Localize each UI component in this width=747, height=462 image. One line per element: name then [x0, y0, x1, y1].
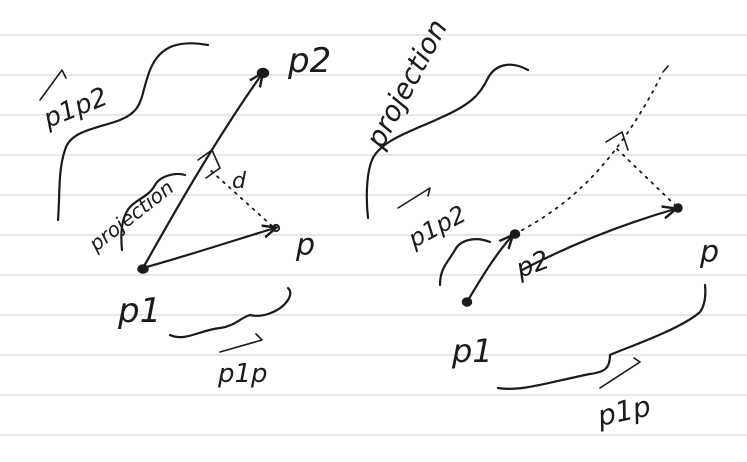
left-overarrow-p1p — [219, 333, 263, 353]
left-label-p1: p1 — [117, 291, 161, 331]
right-label-p1: p1 — [451, 332, 493, 370]
left-vector-p1p2-line — [141, 74, 262, 270]
left-point-p1 — [137, 264, 149, 274]
right-label-p2: p2 — [511, 245, 553, 285]
left-label-p: p — [295, 228, 315, 263]
right-diagram: projection p1 p2 p p1p2 p1p — [359, 14, 719, 433]
left-brace-p1p — [168, 286, 292, 339]
left-brace-p1p2 — [56, 42, 210, 222]
left-label-projection: projection — [84, 175, 179, 256]
right-label-p1p2: p1p2 — [403, 200, 471, 254]
right-extension-line — [514, 77, 661, 235]
right-point-p1 — [461, 297, 473, 307]
right-brace-projection — [365, 63, 530, 220]
left-perpendicular-line — [207, 167, 273, 227]
left-point-p2 — [256, 67, 270, 79]
right-end-tick — [662, 65, 669, 73]
left-brace-projection — [120, 172, 187, 252]
right-point-p — [673, 203, 683, 213]
right-right-angle-marker — [605, 131, 629, 151]
right-point-p2 — [509, 229, 521, 239]
left-label-p1p: p1p — [217, 359, 268, 389]
left-diagram: p2 p1 p d projection p1p2 p1p — [38, 41, 331, 389]
right-label-p: p — [699, 235, 719, 270]
ruled-lines — [0, 34, 747, 436]
right-perpendicular-line — [615, 147, 677, 207]
right-overarrow-p1p2 — [397, 187, 431, 209]
left-vector-p1p-line — [141, 228, 275, 270]
right-brace-p1p — [496, 283, 707, 390]
right-vector-p2p-line — [520, 209, 675, 272]
right-brace-p1p2 — [438, 238, 492, 287]
left-overarrow-p1p2 — [39, 69, 67, 101]
left-label-p2: p2 — [287, 41, 331, 81]
left-point-p — [271, 223, 281, 233]
right-vector-p1p2-line — [465, 236, 512, 304]
left-right-angle-marker — [197, 149, 221, 179]
right-label-p1p: p1p — [594, 389, 654, 433]
right-overarrow-p1p — [599, 357, 641, 389]
left-label-d: d — [232, 169, 247, 194]
